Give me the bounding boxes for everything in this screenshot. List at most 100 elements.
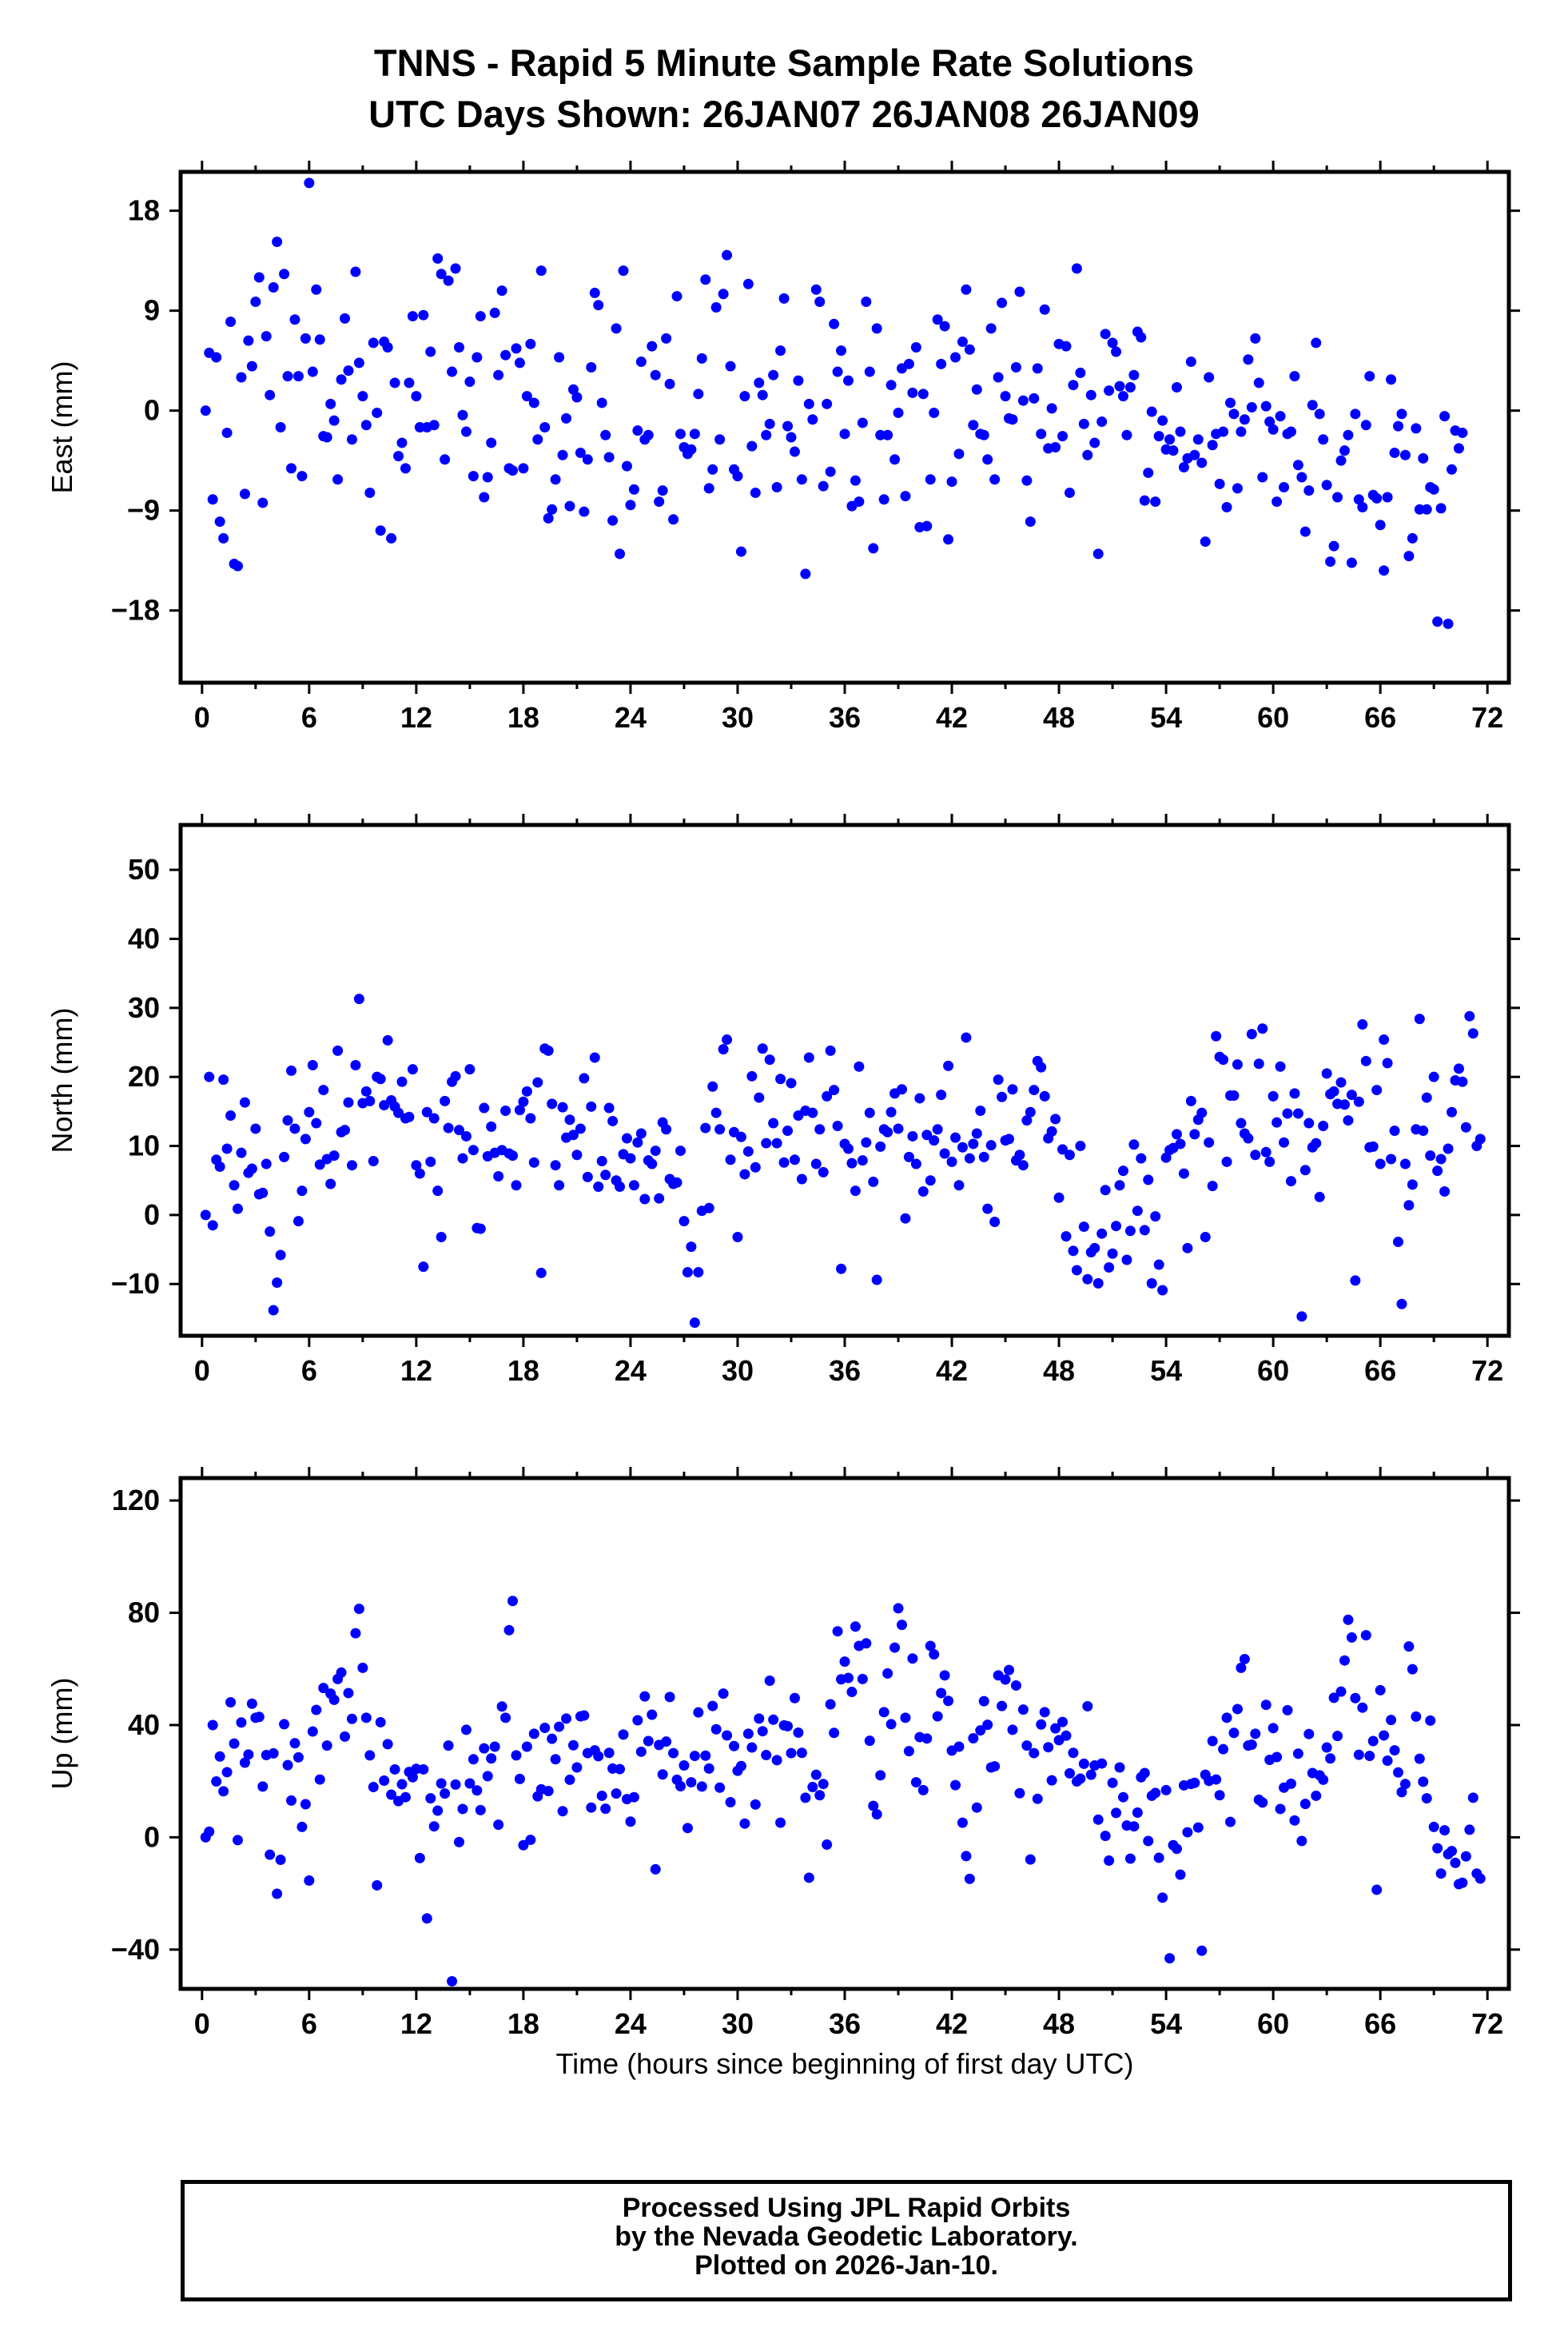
north-data-point <box>453 1125 464 1136</box>
up-data-point <box>1432 1843 1443 1854</box>
east-data-point <box>1010 361 1021 373</box>
up-data-point <box>265 1849 276 1860</box>
up-x-tick-label: 0 <box>194 2007 210 2040</box>
north-data-point <box>239 1097 250 1108</box>
east-y-tick-label: 9 <box>144 294 160 327</box>
up-data-point <box>871 1809 882 1820</box>
east-x-tick-label: 42 <box>936 701 968 734</box>
up-data-point <box>1092 1814 1104 1825</box>
north-data-point <box>218 1074 229 1086</box>
north-data-point <box>810 1158 822 1170</box>
east-data-point <box>372 407 383 418</box>
north-x-tick-label: 18 <box>507 1354 539 1387</box>
east-data-point <box>603 452 615 463</box>
up-data-point <box>878 1707 889 1718</box>
east-data-point <box>925 474 936 485</box>
north-data-point <box>318 1085 329 1096</box>
up-data-point <box>229 1738 240 1749</box>
up-x-tick-label: 48 <box>1043 2007 1075 2040</box>
north-data-point <box>1275 1061 1286 1072</box>
up-data-point <box>1407 1664 1418 1675</box>
east-data-point <box>1353 494 1364 505</box>
up-data-point <box>257 1781 269 1792</box>
up-data-point <box>246 1698 257 1709</box>
east-data-point <box>414 422 425 432</box>
east-data-point <box>1439 411 1451 422</box>
up-data-point <box>822 1839 833 1851</box>
up-data-point <box>664 1692 675 1703</box>
up-x-tick-label: 72 <box>1471 2007 1503 2040</box>
up-data-point <box>1379 1730 1390 1741</box>
up-data-point <box>1318 1774 1329 1785</box>
north-data-point <box>1061 1231 1072 1242</box>
up-x-tick-label: 12 <box>400 2007 432 2040</box>
up-data-point <box>1428 1821 1439 1832</box>
north-data-point <box>282 1115 293 1126</box>
north-data-point <box>557 1102 568 1113</box>
up-data-point <box>496 1701 507 1712</box>
north-data-point <box>1350 1275 1361 1286</box>
up-data-point <box>1096 1758 1108 1769</box>
up-x-tick-label: 18 <box>507 2007 539 2040</box>
east-data-point <box>1175 426 1186 437</box>
east-data-point <box>611 323 622 334</box>
north-data-point <box>364 1095 376 1106</box>
north-data-point <box>550 1160 561 1171</box>
up-data-point <box>1289 1815 1300 1826</box>
up-data-point <box>521 1741 532 1752</box>
north-data-point <box>832 1120 843 1131</box>
north-data-point <box>1268 1090 1279 1102</box>
up-x-tick-label: 30 <box>722 2007 754 2040</box>
east-data-point <box>1321 480 1332 491</box>
north-data-point <box>450 1070 461 1082</box>
east-data-point <box>643 429 654 440</box>
north-data-point <box>314 1159 325 1170</box>
up-data-point <box>1275 1803 1286 1815</box>
east-data-point <box>686 444 697 455</box>
up-data-point <box>528 1728 539 1739</box>
east-panel: 0 6 12 18 24 30 36 42 48 54 60 66 72 −18 −9 0 9 18 East (m… <box>46 161 1520 734</box>
up-data-point <box>889 1642 901 1653</box>
north-data-point <box>1007 1084 1018 1095</box>
up-data-point <box>1350 1692 1361 1703</box>
up-panel: 0 6 12 18 24 30 36 42 48 54 60 66 72 −40 0 40 80 120 Up (m… <box>46 1467 1520 2080</box>
up-data-point <box>1036 1719 1047 1730</box>
east-y-axis-title: East (mm) <box>46 361 78 494</box>
north-data-point <box>1457 1076 1468 1087</box>
north-data-point <box>932 1124 943 1135</box>
east-data-point <box>671 291 683 302</box>
north-data-point <box>554 1180 565 1191</box>
north-data-point <box>1453 1063 1464 1074</box>
north-data-point <box>1143 1174 1154 1185</box>
north-data-point <box>807 1107 818 1118</box>
up-data-point <box>564 1774 575 1785</box>
east-data-point <box>440 454 451 465</box>
up-data-point <box>789 1692 800 1703</box>
east-data-point <box>632 425 643 436</box>
east-data-point <box>1124 381 1136 392</box>
north-data-point <box>596 1156 607 1167</box>
east-data-point <box>807 414 818 425</box>
north-data-point <box>368 1156 379 1167</box>
up-data-point <box>1353 1749 1364 1760</box>
north-data-point <box>1474 1134 1486 1145</box>
up-data-point <box>1143 1835 1154 1847</box>
north-data-point <box>1371 1085 1383 1096</box>
north-data-point <box>1200 1232 1211 1243</box>
north-data-point <box>1082 1273 1093 1285</box>
north-data-point <box>893 1123 904 1134</box>
up-data-point <box>518 1839 529 1851</box>
north-data-point <box>1425 1150 1436 1162</box>
north-y-tick-label: 30 <box>128 991 160 1024</box>
north-data-point <box>564 1114 575 1126</box>
up-data-point <box>810 1769 822 1780</box>
up-x-tick-label: 24 <box>615 2007 647 2040</box>
east-data-point <box>1150 496 1161 508</box>
east-data-point <box>750 487 761 498</box>
north-data-point <box>1128 1139 1140 1150</box>
east-data-point <box>882 429 893 440</box>
east-data-point <box>1178 462 1189 473</box>
up-data-point <box>1192 1822 1204 1833</box>
north-data-point <box>1053 1192 1065 1203</box>
up-data-point <box>1364 1751 1375 1762</box>
